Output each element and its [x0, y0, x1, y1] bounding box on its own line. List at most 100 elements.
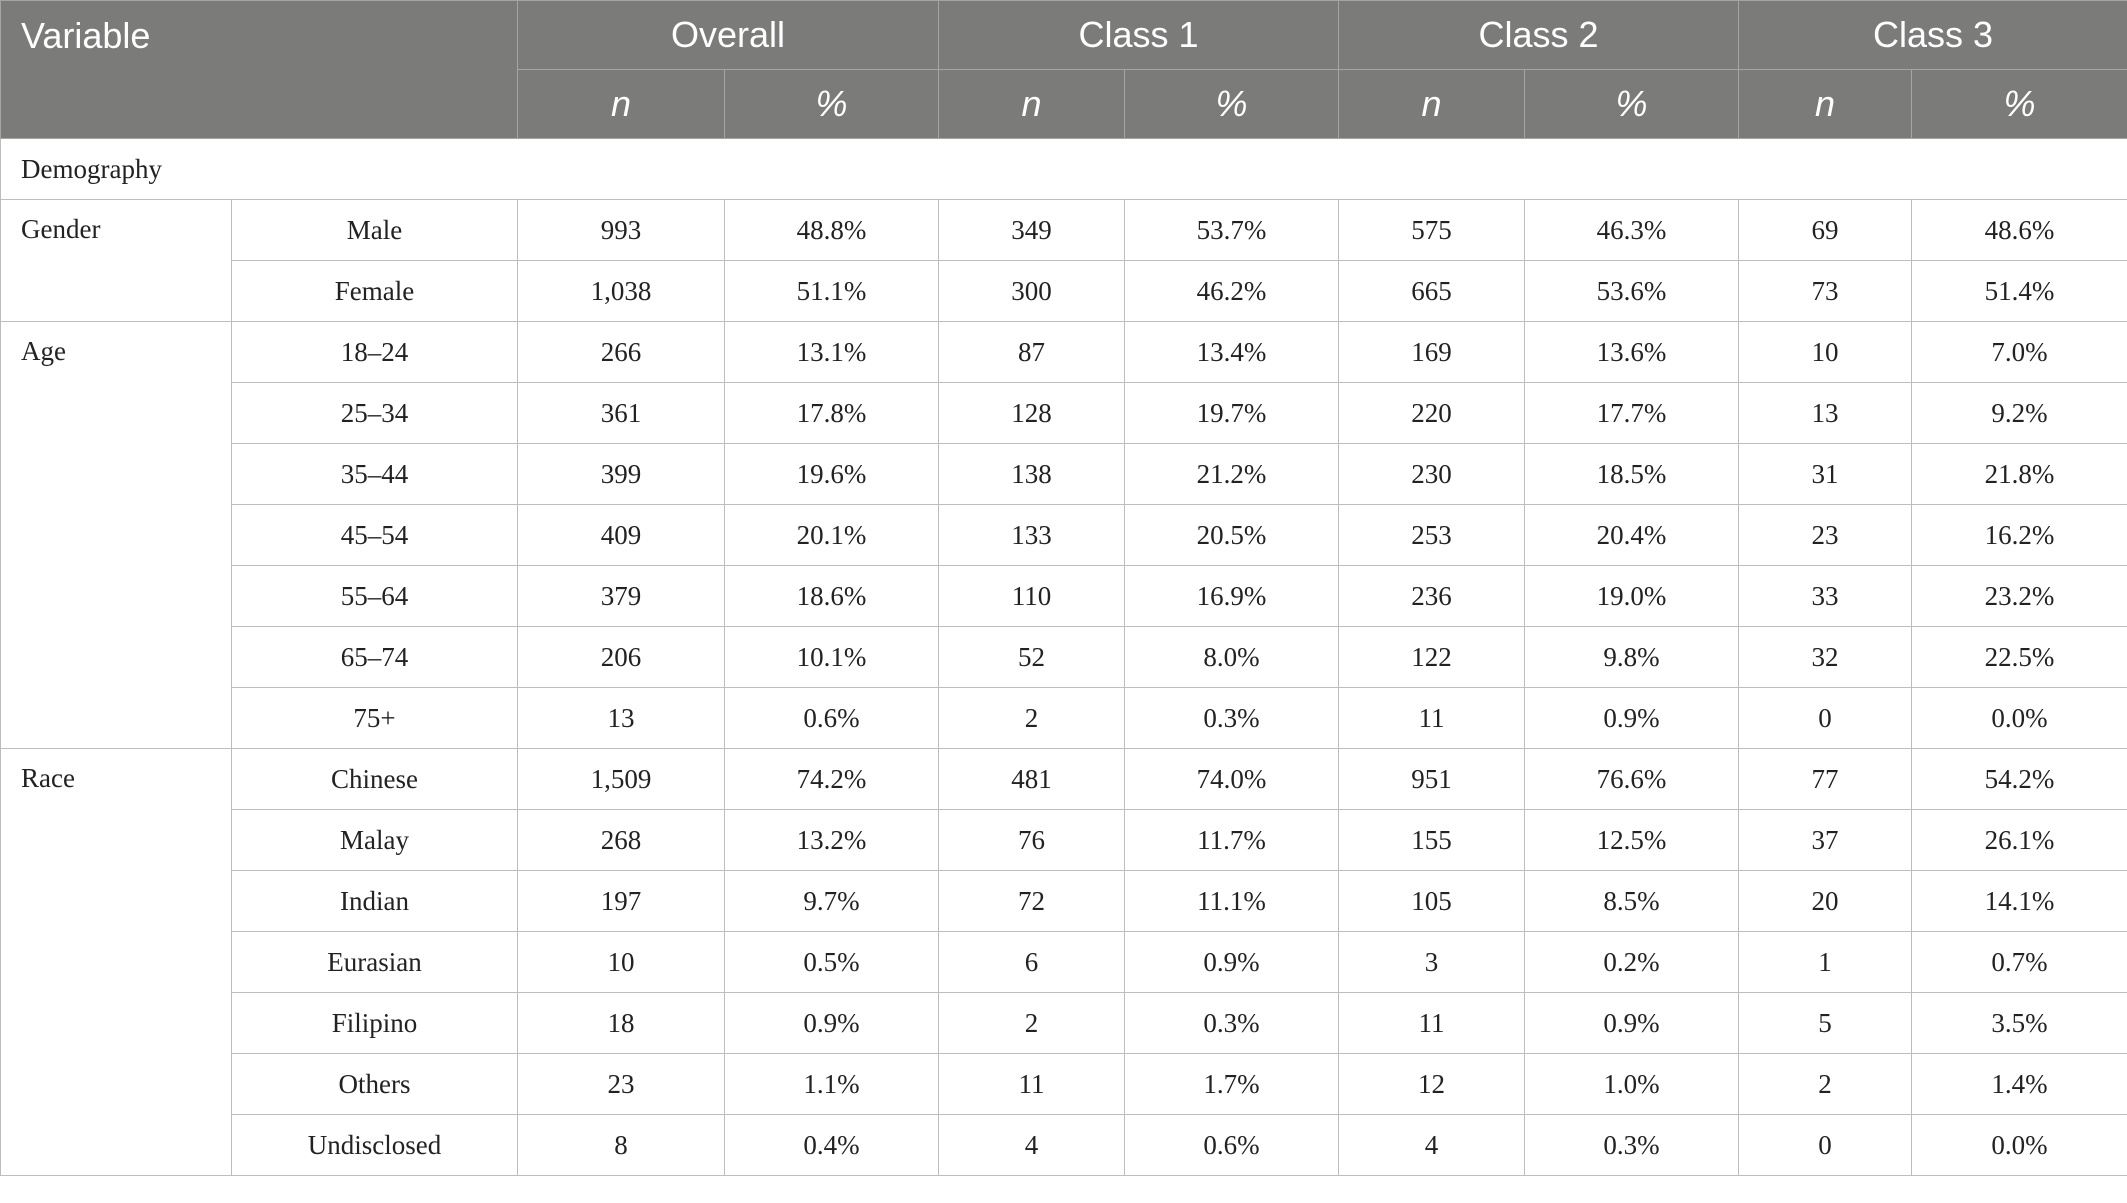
count-cell: 3: [1338, 931, 1526, 993]
percent-cell: 74.0%: [1124, 748, 1340, 810]
count-cell: 361: [517, 382, 726, 444]
percent-cell: 1.4%: [1911, 1053, 2127, 1115]
percent-cell: 13.4%: [1124, 321, 1340, 383]
table-body: Demography Gender Male 993 48.8% 349 53.7% 575…: [0, 138, 2127, 1176]
count-cell: 23: [1738, 504, 1913, 566]
percent-cell: 20.5%: [1124, 504, 1340, 566]
row-label: Indian: [230, 870, 519, 932]
group-label-gender: Gender: [0, 199, 232, 322]
count-cell: 8: [517, 1114, 726, 1176]
count-cell: 1: [1738, 931, 1913, 993]
count-cell: 220: [1338, 382, 1526, 444]
count-cell: 1,038: [517, 260, 726, 322]
percent-cell: 9.7%: [724, 870, 940, 932]
table-row: Indian 197 9.7% 72 11.1% 105 8.5% 20 14.1%: [1, 870, 2127, 932]
percent-cell: 13.2%: [724, 809, 940, 871]
percent-cell: 0.9%: [724, 992, 940, 1054]
percent-cell: 46.2%: [1124, 260, 1340, 322]
percent-cell: 10.1%: [724, 626, 940, 688]
count-cell: 169: [1338, 321, 1526, 383]
count-cell: 11: [1338, 687, 1526, 749]
count-cell: 409: [517, 504, 726, 566]
header-class-1: Class 1: [938, 0, 1340, 70]
percent-cell: 21.8%: [1911, 443, 2127, 505]
percent-cell: 11.7%: [1124, 809, 1340, 871]
count-cell: 110: [938, 565, 1126, 627]
table-row: Others 23 1.1% 11 1.7% 12 1.0% 2 1.4%: [1, 1053, 2127, 1115]
row-label: 45–54: [230, 504, 519, 566]
percent-cell: 53.6%: [1524, 260, 1740, 322]
percent-cell: 1.7%: [1124, 1053, 1340, 1115]
percent-cell: 7.0%: [1911, 321, 2127, 383]
count-cell: 1,509: [517, 748, 726, 810]
row-label: Others: [230, 1053, 519, 1115]
count-cell: 73: [1738, 260, 1913, 322]
header-class-3-n: n: [1738, 69, 1913, 139]
header-variable: Variable: [0, 0, 519, 139]
count-cell: 77: [1738, 748, 1913, 810]
percent-cell: 3.5%: [1911, 992, 2127, 1054]
percent-cell: 20.4%: [1524, 504, 1740, 566]
header-class-2-n: n: [1338, 69, 1526, 139]
group-label-race: Race: [0, 748, 232, 1176]
row-label: Female: [230, 260, 519, 322]
count-cell: 266: [517, 321, 726, 383]
percent-cell: 0.6%: [1124, 1114, 1340, 1176]
table-row: Filipino 18 0.9% 2 0.3% 11 0.9% 5 3.5%: [1, 992, 2127, 1054]
header-class-2: Class 2: [1338, 0, 1740, 70]
percent-cell: 0.3%: [1124, 992, 1340, 1054]
count-cell: 72: [938, 870, 1126, 932]
count-cell: 0: [1738, 687, 1913, 749]
percent-cell: 19.7%: [1124, 382, 1340, 444]
count-cell: 37: [1738, 809, 1913, 871]
percent-cell: 0.0%: [1911, 1114, 2127, 1176]
table-row: 25–34 361 17.8% 128 19.7% 220 17.7% 13 9.2%: [1, 382, 2127, 444]
count-cell: 575: [1338, 199, 1526, 261]
count-cell: 951: [1338, 748, 1526, 810]
row-label: 25–34: [230, 382, 519, 444]
table-row: 65–74 206 10.1% 52 8.0% 122 9.8% 32 22.5%: [1, 626, 2127, 688]
percent-cell: 1.0%: [1524, 1053, 1740, 1115]
table-row: 35–44 399 19.6% 138 21.2% 230 18.5% 31 21.8%: [1, 443, 2127, 505]
header-class-3-pct: %: [1911, 69, 2127, 139]
percent-cell: 8.5%: [1524, 870, 1740, 932]
count-cell: 138: [938, 443, 1126, 505]
count-cell: 31: [1738, 443, 1913, 505]
group-label-age: Age: [0, 321, 232, 749]
count-cell: 5: [1738, 992, 1913, 1054]
table-row: Female 1,038 51.1% 300 46.2% 665 53.6% 73 51.4%: [1, 260, 2127, 322]
count-cell: 13: [1738, 382, 1913, 444]
row-label: 65–74: [230, 626, 519, 688]
percent-cell: 51.1%: [724, 260, 940, 322]
count-cell: 122: [1338, 626, 1526, 688]
row-label: Male: [230, 199, 519, 261]
header-class-1-pct: %: [1124, 69, 1340, 139]
count-cell: 155: [1338, 809, 1526, 871]
count-cell: 349: [938, 199, 1126, 261]
percent-cell: 0.7%: [1911, 931, 2127, 993]
count-cell: 33: [1738, 565, 1913, 627]
percent-cell: 14.1%: [1911, 870, 2127, 932]
count-cell: 481: [938, 748, 1126, 810]
count-cell: 105: [1338, 870, 1526, 932]
header-class-2-pct: %: [1524, 69, 1740, 139]
count-cell: 665: [1338, 260, 1526, 322]
percent-cell: 0.5%: [724, 931, 940, 993]
count-cell: 76: [938, 809, 1126, 871]
percent-cell: 17.7%: [1524, 382, 1740, 444]
percent-cell: 18.5%: [1524, 443, 1740, 505]
header-class-1-n: n: [938, 69, 1126, 139]
section-row: Demography: [0, 138, 2127, 200]
percent-cell: 48.6%: [1911, 199, 2127, 261]
header-overall-pct: %: [724, 69, 940, 139]
table-row: Undisclosed 8 0.4% 4 0.6% 4 0.3% 0 0.0%: [1, 1114, 2127, 1176]
count-cell: 69: [1738, 199, 1913, 261]
percent-cell: 54.2%: [1911, 748, 2127, 810]
count-cell: 236: [1338, 565, 1526, 627]
percent-cell: 0.6%: [724, 687, 940, 749]
demography-table: Variable Overall Class 1 Class 2 Class 3…: [0, 0, 2127, 1176]
row-label: Undisclosed: [230, 1114, 519, 1176]
percent-cell: 46.3%: [1524, 199, 1740, 261]
percent-cell: 26.1%: [1911, 809, 2127, 871]
row-label: Malay: [230, 809, 519, 871]
